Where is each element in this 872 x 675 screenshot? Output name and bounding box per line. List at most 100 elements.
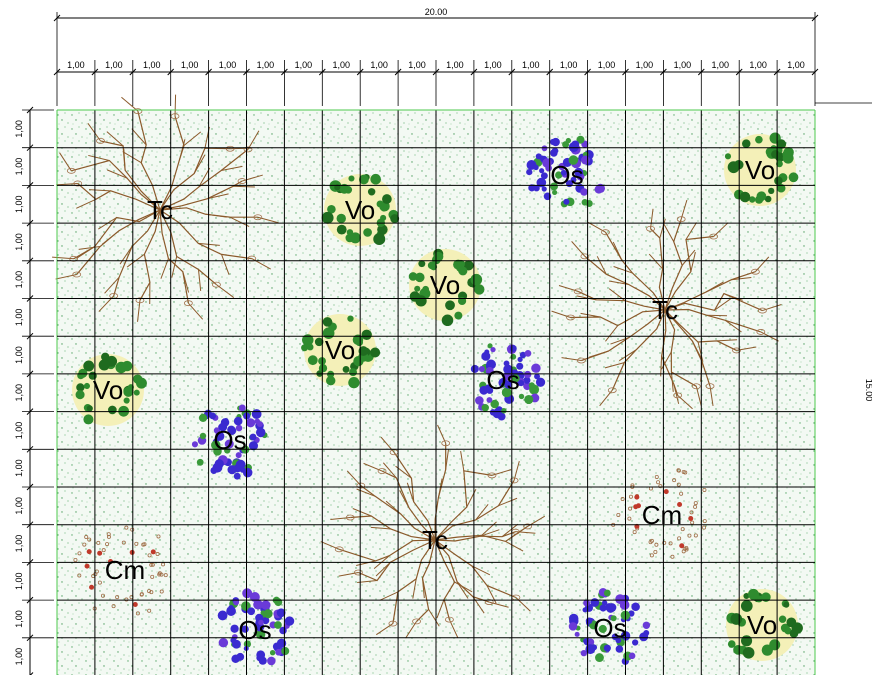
dot xyxy=(139,592,144,597)
flower xyxy=(523,376,531,384)
dot xyxy=(668,541,673,546)
row-height: 1,00 xyxy=(14,535,24,553)
flower xyxy=(524,394,534,405)
branch xyxy=(460,451,465,471)
column-width: 1,00 xyxy=(522,60,540,70)
flower xyxy=(541,186,547,192)
branch xyxy=(428,609,440,627)
flower xyxy=(536,177,547,188)
dot xyxy=(654,542,659,547)
leaf xyxy=(78,368,88,378)
leaf xyxy=(344,185,353,194)
flower xyxy=(284,616,295,626)
leaf xyxy=(427,261,436,270)
leaf xyxy=(755,135,763,144)
tick xyxy=(167,68,175,76)
flower xyxy=(583,599,591,607)
leaf xyxy=(484,599,494,605)
branch xyxy=(171,256,178,278)
leaf xyxy=(336,224,347,235)
flower xyxy=(571,140,580,149)
leaf xyxy=(83,414,94,425)
leaf xyxy=(66,167,76,174)
tick xyxy=(735,68,743,76)
tick xyxy=(26,596,34,604)
flower xyxy=(576,135,585,144)
branch xyxy=(659,218,666,239)
flower xyxy=(560,169,567,176)
dot xyxy=(693,501,698,506)
leaf xyxy=(764,195,772,203)
leaf xyxy=(776,139,787,150)
flower xyxy=(501,408,507,414)
branch xyxy=(73,209,161,260)
branch xyxy=(434,539,456,620)
tick xyxy=(660,68,667,76)
row-height: 1,00 xyxy=(14,271,24,289)
plant-symbol xyxy=(72,352,147,426)
leaf xyxy=(83,382,91,390)
plant-label: Vo xyxy=(745,155,775,185)
branch xyxy=(660,356,663,377)
dot xyxy=(672,478,677,483)
leaf xyxy=(709,233,719,240)
dot xyxy=(105,542,110,547)
branch xyxy=(551,310,571,318)
column-width: 1,00 xyxy=(295,60,313,70)
branch xyxy=(137,111,161,211)
tick xyxy=(26,483,34,491)
branch xyxy=(78,245,101,250)
flower xyxy=(486,397,493,403)
tick xyxy=(26,182,34,189)
flower xyxy=(227,465,237,475)
dot xyxy=(156,534,161,539)
leaf xyxy=(458,266,468,276)
flower xyxy=(253,599,263,610)
flower xyxy=(615,637,622,644)
branch xyxy=(454,581,473,593)
dimensions: 20.00 1,00 1,00 1,00 1,00 1,00 1,00 1,00 1,00 1,0… xyxy=(14,7,872,675)
flower xyxy=(224,439,234,449)
leaf xyxy=(573,288,583,295)
total-height: 15.00 xyxy=(864,379,872,402)
leaf xyxy=(358,174,369,185)
row-height: 1,00 xyxy=(14,572,24,590)
dot xyxy=(702,519,707,524)
leaf xyxy=(474,284,485,295)
dot xyxy=(106,534,111,539)
branch xyxy=(87,123,101,142)
tick xyxy=(546,68,554,76)
flower xyxy=(191,441,199,448)
branch xyxy=(513,460,520,481)
branch xyxy=(664,309,697,387)
branch xyxy=(71,159,161,211)
column-width: 1,00 xyxy=(105,60,123,70)
dot xyxy=(73,558,78,563)
branch xyxy=(104,276,120,294)
column-width: 1,00 xyxy=(143,60,161,70)
dot xyxy=(84,535,89,540)
tick xyxy=(26,219,34,227)
leaf xyxy=(318,364,328,373)
flower xyxy=(255,629,266,640)
dot xyxy=(124,597,129,602)
flower xyxy=(260,610,266,616)
flower xyxy=(199,432,207,440)
dot xyxy=(155,552,160,557)
leaf xyxy=(342,365,350,373)
branch xyxy=(76,209,161,275)
flower xyxy=(274,621,282,629)
flower xyxy=(580,188,588,196)
dot xyxy=(147,553,152,558)
leaf xyxy=(418,260,426,268)
dot xyxy=(662,540,667,545)
leaf xyxy=(676,216,686,223)
row-height: 1,00 xyxy=(14,309,24,327)
flower xyxy=(582,607,588,613)
flower xyxy=(258,656,267,665)
dot xyxy=(111,604,116,609)
plant-symbol xyxy=(726,588,803,661)
tick xyxy=(26,106,34,114)
dot xyxy=(147,608,152,613)
leaf xyxy=(778,615,787,623)
